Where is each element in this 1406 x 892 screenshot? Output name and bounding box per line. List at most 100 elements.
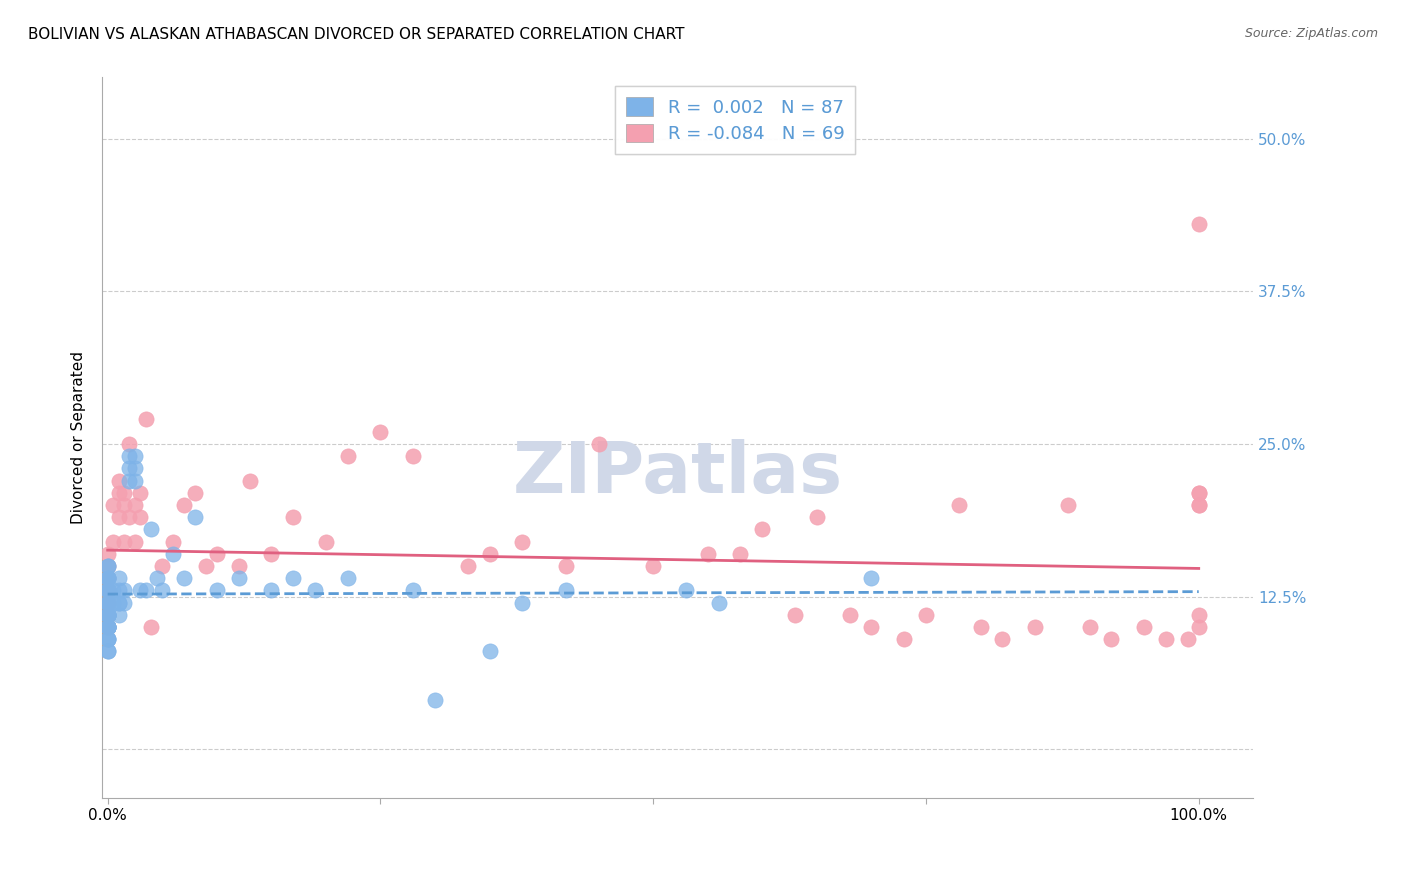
Point: [228, 571, 250, 585]
Point: [730, 547, 752, 561]
Point: [1188, 498, 1211, 512]
Point: [129, 583, 152, 598]
Point: [336, 571, 359, 585]
Point: [97, 607, 120, 622]
Point: [97, 596, 120, 610]
Point: [194, 559, 217, 574]
Text: Source: ZipAtlas.com: Source: ZipAtlas.com: [1244, 27, 1378, 40]
Point: [97, 583, 120, 598]
Point: [97, 607, 120, 622]
Point: [101, 596, 124, 610]
Point: [554, 559, 576, 574]
Point: [135, 583, 157, 598]
Point: [97, 607, 120, 622]
Point: [97, 620, 120, 634]
Point: [97, 620, 120, 634]
Point: [97, 596, 120, 610]
Point: [1188, 485, 1211, 500]
Point: [150, 559, 173, 574]
Point: [1078, 620, 1101, 634]
Point: [97, 596, 120, 610]
Point: [1099, 632, 1122, 647]
Point: [97, 583, 120, 598]
Point: [675, 583, 697, 598]
Point: [1188, 607, 1211, 622]
Point: [97, 596, 120, 610]
Point: [97, 620, 120, 634]
Point: [838, 607, 860, 622]
Legend: R =  0.002   N = 87, R = -0.084   N = 69: R = 0.002 N = 87, R = -0.084 N = 69: [616, 87, 855, 154]
Point: [402, 449, 425, 463]
Point: [124, 449, 146, 463]
Point: [860, 571, 883, 585]
Point: [281, 571, 304, 585]
Point: [107, 596, 129, 610]
Point: [97, 547, 120, 561]
Point: [141, 522, 163, 536]
Point: [370, 425, 392, 439]
Point: [97, 583, 120, 598]
Point: [97, 583, 120, 598]
Point: [97, 596, 120, 610]
Point: [107, 474, 129, 488]
Point: [97, 583, 120, 598]
Point: [893, 632, 915, 647]
Point: [751, 522, 773, 536]
Point: [162, 547, 184, 561]
Point: [238, 474, 260, 488]
Point: [97, 607, 120, 622]
Point: [97, 583, 120, 598]
Point: [118, 461, 141, 475]
Y-axis label: Divorced or Separated: Divorced or Separated: [72, 351, 86, 524]
Point: [588, 437, 610, 451]
Point: [402, 583, 425, 598]
Point: [97, 596, 120, 610]
Point: [315, 534, 337, 549]
Point: [97, 644, 120, 658]
Point: [124, 498, 146, 512]
Point: [173, 571, 195, 585]
Point: [124, 534, 146, 549]
Point: [101, 583, 124, 598]
Point: [915, 607, 938, 622]
Point: [860, 620, 883, 634]
Point: [97, 559, 120, 574]
Point: [991, 632, 1014, 647]
Point: [696, 547, 718, 561]
Point: [107, 510, 129, 524]
Point: [112, 485, 135, 500]
Point: [162, 534, 184, 549]
Point: [260, 547, 283, 561]
Point: [97, 571, 120, 585]
Text: BOLIVIAN VS ALASKAN ATHABASCAN DIVORCED OR SEPARATED CORRELATION CHART: BOLIVIAN VS ALASKAN ATHABASCAN DIVORCED …: [28, 27, 685, 42]
Point: [97, 607, 120, 622]
Point: [97, 596, 120, 610]
Point: [97, 632, 120, 647]
Point: [150, 583, 173, 598]
Point: [478, 644, 501, 658]
Point: [129, 485, 152, 500]
Point: [97, 596, 120, 610]
Point: [118, 449, 141, 463]
Point: [1188, 620, 1211, 634]
Point: [118, 437, 141, 451]
Point: [101, 498, 124, 512]
Point: [118, 474, 141, 488]
Point: [1133, 620, 1156, 634]
Point: [112, 583, 135, 598]
Point: [97, 583, 120, 598]
Point: [112, 534, 135, 549]
Point: [97, 571, 120, 585]
Point: [107, 607, 129, 622]
Point: [1188, 217, 1211, 231]
Point: [145, 571, 167, 585]
Point: [510, 534, 533, 549]
Point: [457, 559, 479, 574]
Point: [1024, 620, 1046, 634]
Point: [97, 607, 120, 622]
Point: [97, 596, 120, 610]
Point: [141, 620, 163, 634]
Point: [205, 583, 228, 598]
Point: [107, 571, 129, 585]
Point: [97, 583, 120, 598]
